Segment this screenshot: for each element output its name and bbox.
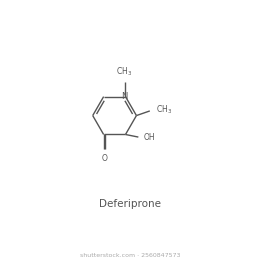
Text: shutterstock.com · 2560847573: shutterstock.com · 2560847573	[80, 253, 180, 258]
Text: N: N	[121, 92, 128, 101]
Text: CH$_3$: CH$_3$	[156, 103, 172, 116]
Text: O: O	[101, 154, 107, 163]
Text: OH: OH	[144, 133, 155, 142]
Text: CH$_3$: CH$_3$	[116, 65, 132, 78]
Text: Deferiprone: Deferiprone	[99, 199, 161, 209]
